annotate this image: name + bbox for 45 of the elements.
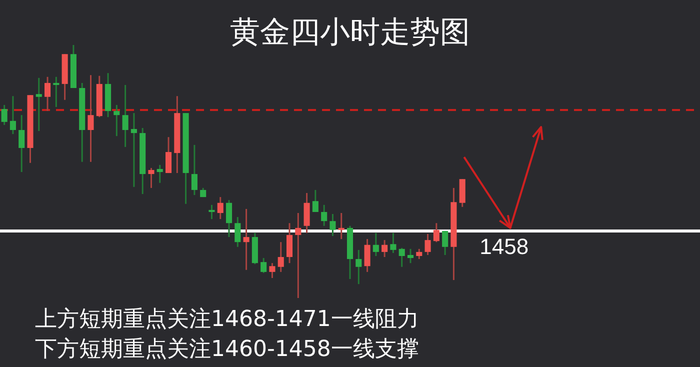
- candlestick: [372, 232, 379, 257]
- candlestick: [356, 249, 362, 285]
- candlestick: [10, 95, 16, 135]
- candlestick: [338, 212, 344, 240]
- annotation: 1458: [480, 234, 529, 259]
- candlestick: [278, 241, 284, 273]
- candlestick: [217, 196, 224, 220]
- candlestick: [130, 112, 137, 188]
- candlestick: [156, 164, 163, 184]
- candlestick: [122, 84, 128, 148]
- candlestick: [148, 167, 154, 189]
- candlestick: [243, 208, 250, 271]
- candlestick: [398, 247, 405, 268]
- candlestick: [312, 189, 318, 213]
- candlestick: [364, 238, 370, 273]
- candlestick: [330, 213, 336, 237]
- candlestick: [433, 222, 440, 243]
- candlestick: [44, 76, 51, 112]
- candlestick: [416, 248, 422, 260]
- candlestick: [114, 104, 120, 137]
- text: 上方短期重点关注1468-1471一线阻力: [35, 307, 419, 332]
- candlestick: [459, 178, 466, 208]
- candlestick: [36, 77, 42, 132]
- candlestick: [208, 204, 215, 220]
- candlestick: [53, 76, 60, 108]
- candlestick: [295, 212, 302, 299]
- candlestick: [286, 222, 293, 264]
- candlestick: [18, 114, 25, 173]
- candlestick: [269, 262, 276, 279]
- candlestick: [390, 232, 396, 254]
- candlestick: [88, 74, 94, 163]
- candlestick: [442, 230, 448, 256]
- candlestick: [226, 199, 232, 238]
- candlestick: [191, 144, 198, 196]
- text: 下方短期重点关注1460-1458一线支撑: [35, 337, 419, 362]
- candlestick: [304, 192, 310, 234]
- candlestick: [382, 239, 388, 258]
- chart-title: 黄金四小时走势图: [230, 15, 470, 50]
- candlestick: [165, 136, 172, 174]
- candlestick: [234, 216, 241, 248]
- candlestick: [260, 257, 267, 274]
- candlestick: [321, 204, 328, 227]
- candlestick: [1, 104, 8, 126]
- candlestick: [424, 233, 431, 256]
- candlestick: [407, 248, 414, 264]
